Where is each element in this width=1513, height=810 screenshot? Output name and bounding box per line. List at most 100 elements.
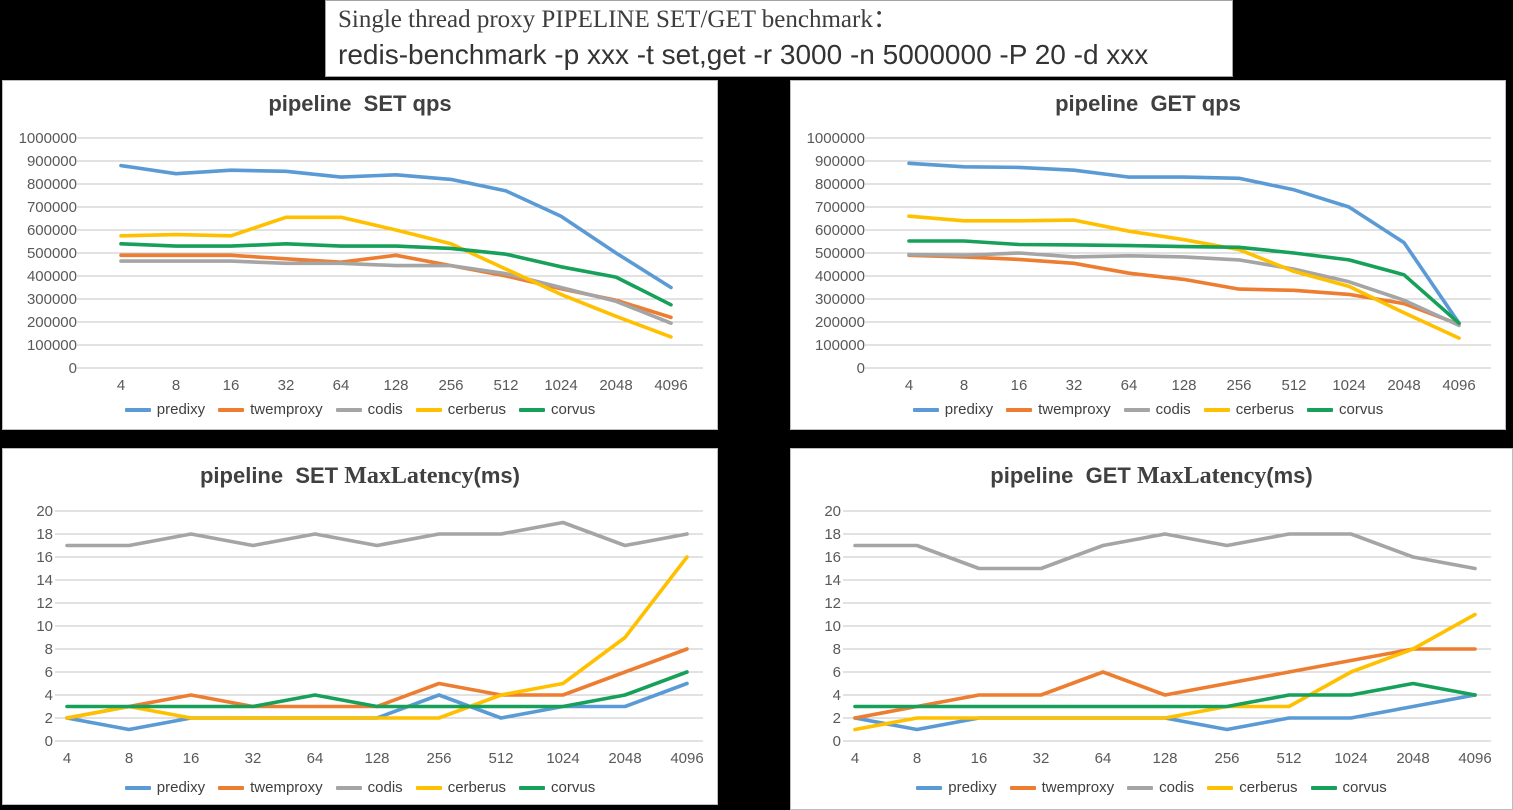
svg-text:1000000: 1000000 (19, 130, 77, 147)
x-axis-labels: 4 8 16 32 64 128 256 512 1024 2048 4096 (63, 750, 704, 767)
svg-text:4096: 4096 (1458, 750, 1491, 767)
legend-label: cerberus (1235, 401, 1295, 418)
chart-panel-get-maxlatency: pipeline GET MaxLatency(ms) 0 2 4 6 8 10 12 14 16… (790, 448, 1513, 810)
legend-label: twemproxy (1041, 779, 1115, 796)
legend-dash-icon (124, 407, 151, 412)
y-axis-labels: 0 100000 200000 300000 400000 500000 600000 700… (807, 130, 865, 377)
svg-text:1024: 1024 (1332, 377, 1365, 394)
svg-text:256: 256 (438, 377, 463, 394)
legend-dash-icon (335, 407, 362, 412)
chart-title: pipeline SET qps (3, 91, 717, 117)
legend-dash-icon (1203, 407, 1230, 412)
svg-text:16: 16 (824, 549, 841, 566)
svg-text:900000: 900000 (815, 153, 865, 170)
series-line-corvus (65, 670, 689, 709)
svg-text:16: 16 (1011, 377, 1028, 394)
legend-dash-icon (519, 407, 546, 412)
svg-text:300000: 300000 (27, 291, 77, 308)
chart-title: pipeline GET MaxLatency(ms) (791, 463, 1512, 490)
svg-text:1024: 1024 (1334, 750, 1367, 767)
legend-dash-icon (1310, 785, 1337, 790)
legend-label: cerberus (1239, 779, 1298, 796)
legend-label: corvus (1339, 401, 1384, 418)
svg-text:64: 64 (333, 377, 350, 394)
svg-text:4: 4 (905, 377, 913, 394)
chart-panel-set-qps: pipeline SET qps 0 100000 200000 300000 40000… (2, 80, 718, 430)
svg-text:4: 4 (45, 687, 53, 704)
legend-label: predixy (156, 779, 206, 796)
chart-legend: predixy twemproxy codis cerberus corvus (791, 779, 1512, 796)
svg-text:8: 8 (172, 377, 180, 394)
series-line-predixy (119, 163, 673, 290)
legend-item-cerberus: cerberus (1207, 779, 1298, 796)
svg-text:18: 18 (36, 526, 53, 543)
legend-label: predixy (944, 401, 994, 418)
svg-text:256: 256 (1214, 750, 1239, 767)
svg-text:20: 20 (824, 503, 841, 520)
svg-text:32: 32 (1033, 750, 1050, 767)
gridlines (865, 137, 1491, 369)
svg-text:8: 8 (125, 750, 133, 767)
svg-text:400000: 400000 (815, 268, 865, 285)
legend-dash-icon (1123, 407, 1150, 412)
chart-plot: 0 100000 200000 300000 400000 500000 600000 700… (19, 130, 703, 394)
svg-text:6: 6 (833, 664, 841, 681)
svg-text:12: 12 (824, 595, 841, 612)
benchmark-title-box: Single thread proxy PIPELINE SET/GET ben… (325, 0, 1233, 77)
gridlines (77, 137, 703, 369)
chart-panel-get-qps: pipeline GET qps 0 100000 200000 300000 40000… (790, 80, 1506, 430)
series-line-cerberus (907, 214, 1461, 340)
svg-text:800000: 800000 (27, 176, 77, 193)
legend-item-predixy: predixy (912, 401, 994, 418)
legend-item-twemproxy: twemproxy (1006, 401, 1111, 418)
series-line-codis (119, 259, 673, 325)
chart-title-segment: MaxLatency (1136, 463, 1267, 489)
legend-label: twemproxy (250, 779, 323, 796)
chart-panel-set-maxlatency: pipeline SET MaxLatency(ms) 0 2 4 6 8 10 12 14 16… (2, 448, 718, 805)
legend-item-cerberus: cerberus (415, 401, 507, 418)
legend-dash-icon (415, 785, 442, 790)
svg-text:14: 14 (36, 572, 53, 589)
y-axis-labels: 0 2 4 6 8 10 12 14 16 18 20 (36, 503, 53, 750)
chart-title-segment: MaxLatency (344, 463, 474, 489)
legend-dash-icon (916, 785, 943, 790)
svg-text:0: 0 (833, 733, 841, 750)
svg-text:2048: 2048 (599, 377, 632, 394)
svg-text:64: 64 (1121, 377, 1138, 394)
legend-item-corvus: corvus (1310, 779, 1387, 796)
legend-label: codis (1155, 401, 1191, 418)
svg-text:32: 32 (245, 750, 262, 767)
legend-item-corvus: corvus (519, 401, 595, 418)
legend-dash-icon (218, 785, 245, 790)
svg-text:4096: 4096 (670, 750, 703, 767)
legend-label: cerberus (447, 401, 507, 418)
chart-plot: 0 100000 200000 300000 400000 500000 600000 700… (807, 130, 1491, 394)
svg-text:2: 2 (833, 710, 841, 727)
legend-label: codis (367, 779, 403, 796)
svg-text:128: 128 (383, 377, 408, 394)
svg-text:4: 4 (117, 377, 125, 394)
svg-text:8: 8 (913, 750, 921, 767)
series-line-predixy (907, 161, 1461, 325)
svg-text:500000: 500000 (815, 245, 865, 262)
svg-text:10: 10 (36, 618, 53, 635)
series-line-corvus (119, 242, 673, 307)
svg-text:0: 0 (45, 733, 53, 750)
benchmark-command-text: redis-benchmark -p xxx -t set,get -r 300… (338, 39, 1149, 70)
legend-label: cerberus (447, 779, 507, 796)
svg-text:200000: 200000 (815, 314, 865, 331)
legend-item-predixy: predixy (124, 779, 206, 796)
svg-text:0: 0 (69, 360, 77, 377)
legend-item-corvus: corvus (1307, 401, 1383, 418)
svg-text:4: 4 (63, 750, 71, 767)
legend-dash-icon (1006, 407, 1033, 412)
x-axis-labels: 4 8 16 32 64 128 256 512 1024 2048 4096 (905, 377, 1476, 394)
x-axis-labels: 4 8 16 32 64 128 256 512 1024 2048 4096 (117, 377, 688, 394)
svg-text:2048: 2048 (1387, 377, 1420, 394)
legend-item-corvus: corvus (519, 779, 595, 796)
legend-item-twemproxy: twemproxy (218, 779, 323, 796)
legend-label: codis (1159, 779, 1195, 796)
